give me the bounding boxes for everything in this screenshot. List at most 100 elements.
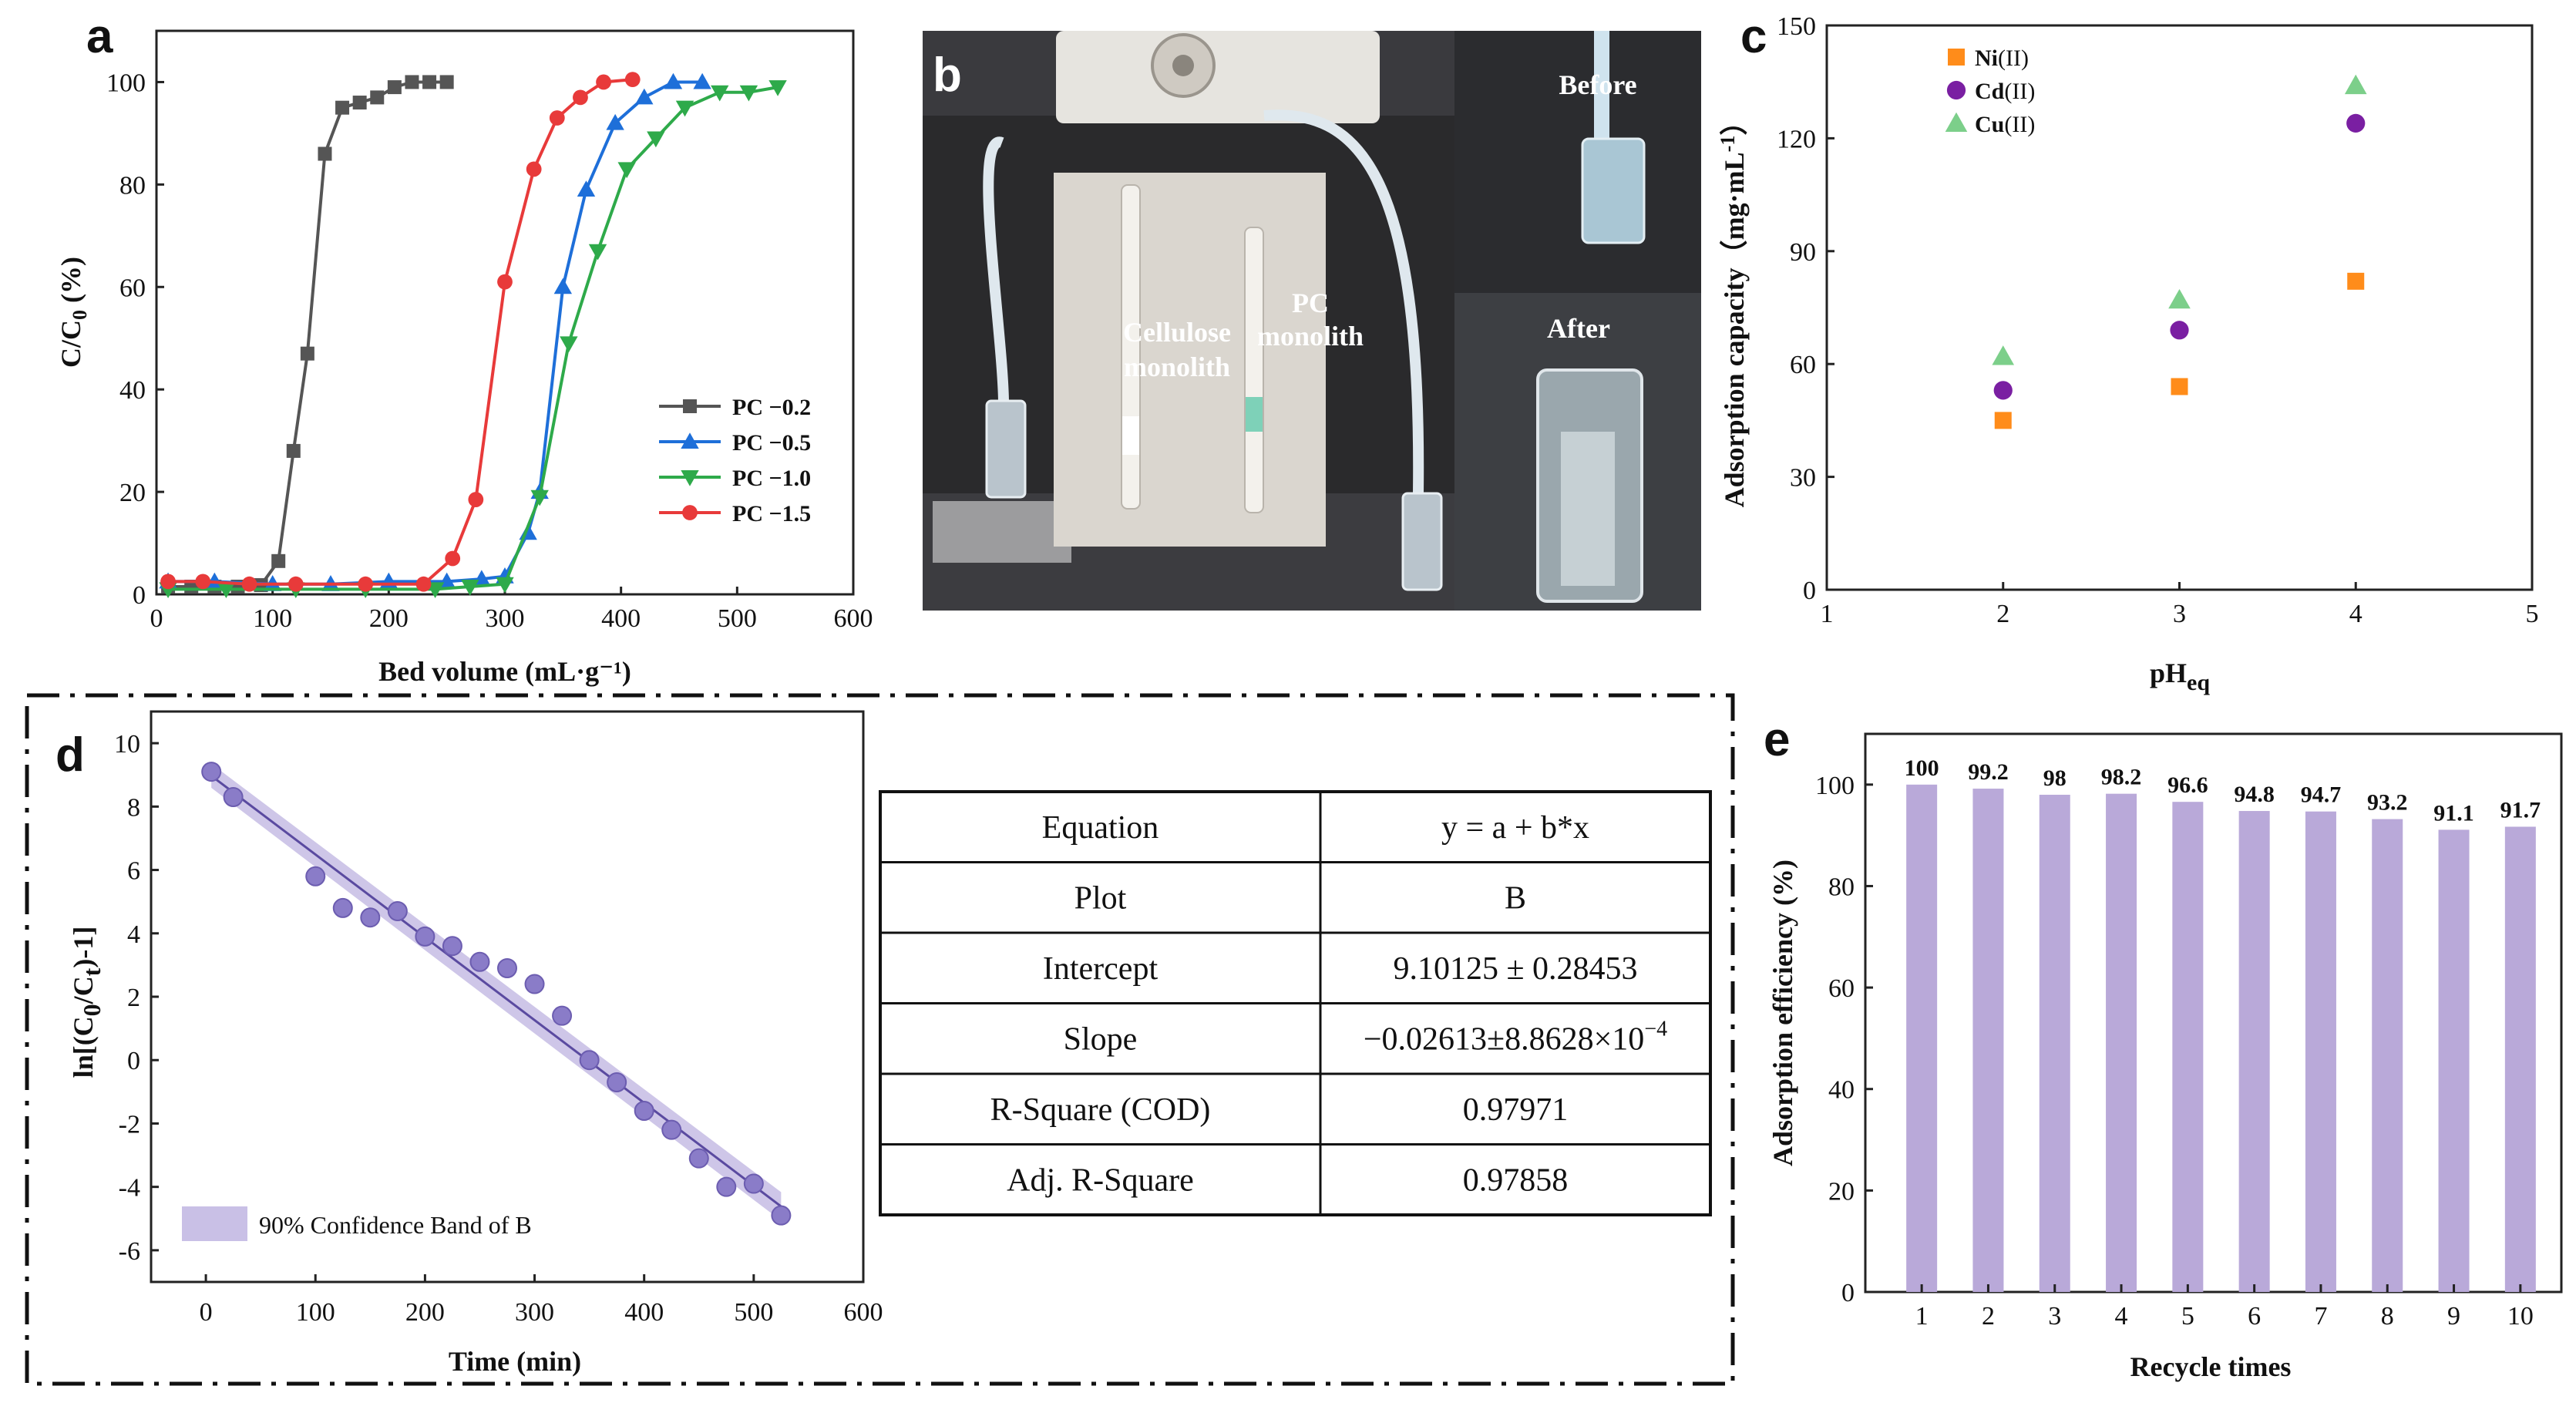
panel-b-letter: b (933, 49, 962, 102)
panel-e-ylabel: Adsorption efficiency (%) (1767, 860, 1798, 1166)
y-tick-label: 40 (119, 376, 146, 405)
table-cell-value: 0.97971 (1463, 1092, 1569, 1128)
legend-label: Cd(II) (1975, 79, 2035, 104)
data-point (526, 161, 542, 177)
y-tick-label: 2 (127, 984, 140, 1012)
bar (2504, 826, 2536, 1292)
panel-c-ticks: 1 2 3 4 5 0 30 60 90 120 150 (1777, 12, 2539, 628)
table-cell-label: Intercept (1043, 951, 1159, 987)
x-tick-label: 8 (2381, 1302, 2394, 1331)
y-tick-label: 90 (1790, 238, 1816, 267)
data-point (588, 244, 607, 261)
legend-marker (681, 470, 699, 486)
table-cell-value: y = a + b*x (1441, 810, 1589, 846)
y-tick-label: 150 (1777, 12, 1816, 41)
panel-a: a 0 100 200 300 400 500 600 0 20 40 60 80 100 Bed vo… (55, 10, 873, 687)
x-tick-label: 3 (2048, 1302, 2061, 1331)
data-point (286, 443, 301, 458)
y-tick-label: 0 (1803, 577, 1816, 605)
y-tick-label: 40 (1828, 1076, 1855, 1105)
x-tick-label: 4 (2115, 1302, 2128, 1331)
stand-base (933, 501, 1071, 563)
y-tick-label: 10 (114, 730, 140, 759)
data-point (524, 974, 545, 994)
table-cell-value: B (1505, 880, 1526, 916)
x-tick-label: 100 (253, 604, 292, 633)
data-point (358, 576, 374, 592)
table-cell-label: Plot (1074, 880, 1127, 916)
bar-value-label: 100 (1905, 755, 1939, 781)
data-point (318, 146, 332, 161)
data-point (195, 574, 211, 590)
data-point (360, 907, 381, 928)
tube-right (1263, 109, 1424, 494)
label-before: Before (1559, 69, 1636, 100)
data-point (405, 75, 419, 89)
table-cell-label: Adj. R-Square (1007, 1162, 1194, 1198)
data-point (553, 278, 573, 294)
bar-value-label: 98.2 (2101, 765, 2142, 790)
panel-c-letter: c (1740, 10, 1767, 63)
data-point (387, 80, 402, 95)
data-point (552, 1005, 573, 1026)
data-point (442, 936, 462, 957)
y-tick-label: 20 (119, 479, 146, 507)
data-point (241, 576, 257, 592)
x-tick-label: 10 (2507, 1302, 2534, 1331)
x-tick-label: 0 (200, 1298, 213, 1327)
panel-d: d 0 100 200 300 400 500 600 -6 -4 -2 0 2 4 6 8 10 Time … (55, 710, 883, 1377)
data-point (422, 75, 437, 89)
legend-label: PC −1.0 (732, 466, 811, 491)
bar-value-label: 98 (2043, 765, 2067, 791)
data-point (2170, 321, 2189, 340)
y-tick-label: 100 (1815, 772, 1855, 800)
y-tick-label: -6 (119, 1237, 140, 1266)
y-tick-label: 30 (1790, 464, 1816, 493)
bar (2039, 794, 2070, 1292)
x-tick-label: 400 (601, 604, 641, 633)
panel-a-ylabel: C/C0 (%) (55, 257, 91, 368)
data-point (617, 162, 636, 179)
table-cell-value: 0.97858 (1463, 1162, 1569, 1198)
table-cell-label: R-Square (COD) (990, 1092, 1211, 1128)
data-point (288, 576, 304, 592)
label-cellulose-monolith: monolith (1124, 352, 1230, 382)
y-tick-label: 100 (106, 69, 146, 97)
x-tick-label: 100 (296, 1298, 335, 1327)
x-tick-label: 4 (2349, 600, 2362, 628)
data-point (573, 89, 588, 106)
data-point (560, 336, 578, 353)
legend-marker (1948, 49, 1965, 66)
legend-label: PC −0.5 (732, 430, 811, 456)
panel-a-ticks: 0 100 200 300 400 500 600 0 20 40 60 80 100 (106, 69, 873, 633)
bar (2238, 811, 2270, 1292)
panel-c: c 1 2 3 4 5 0 30 60 90 120 150 pHeq Adsorption cap… (1717, 10, 2539, 695)
table-cell-label: Equation (1042, 810, 1159, 846)
data-point (352, 96, 367, 110)
data-point (415, 926, 435, 947)
legend-label: Cu(II) (1975, 112, 2035, 137)
data-point (549, 110, 565, 126)
data-point (461, 580, 479, 596)
data-point (607, 1072, 627, 1092)
panel-c-plot (1992, 74, 2367, 429)
data-point (596, 74, 611, 90)
table-cell-value: −0.02613±8.8628×10−4 (1364, 1017, 1667, 1057)
x-tick-label: 2 (1982, 1302, 1995, 1331)
data-point (1994, 412, 2012, 429)
fit-parameter-table: Equation y = a + b*x Plot B Intercept 9.10125… (879, 790, 1712, 1216)
data-point (300, 346, 314, 361)
x-tick-label: 200 (369, 604, 409, 633)
panel-d-plot (201, 762, 792, 1226)
panel-b-photo: Cellulose monolith PC monolith b Before … (923, 31, 1701, 611)
bar-value-label: 91.7 (2500, 797, 2541, 823)
panel-e-letter: e (1764, 713, 1790, 766)
x-tick-label: 9 (2447, 1302, 2460, 1331)
x-tick-label: 400 (624, 1298, 664, 1327)
y-tick-label: 60 (1790, 351, 1816, 379)
panel-c-xlabel: pHeq (2150, 658, 2210, 695)
y-tick-label: 6 (127, 857, 140, 886)
data-point (1993, 381, 2013, 400)
data-point (305, 866, 326, 886)
